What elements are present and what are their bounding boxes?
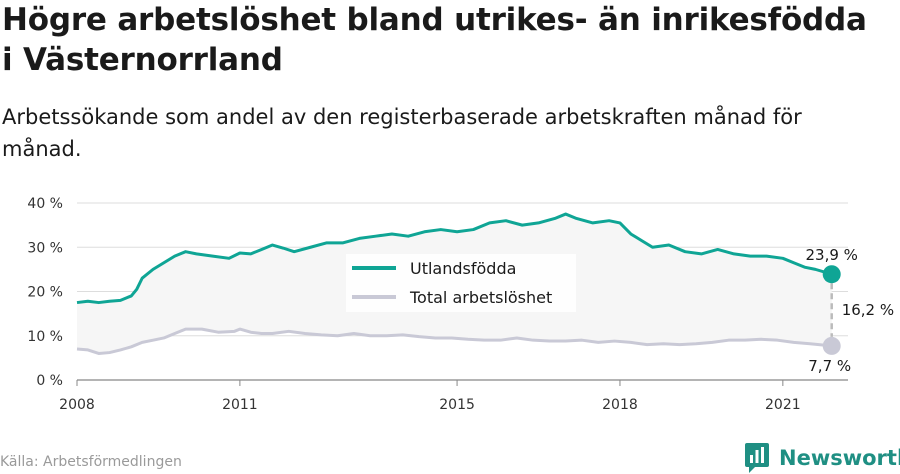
series-line-total: [76, 327, 832, 355]
x-tick-label: 2021: [765, 397, 801, 413]
series-line-utlandsfodda: [76, 212, 833, 305]
source-note: Källa: Arbetsförmedlingen: [0, 454, 182, 470]
x-tick-label: 2015: [439, 397, 475, 413]
x-tick-label: 2011: [222, 397, 258, 413]
y-tick-label: 30 %: [27, 240, 63, 256]
y-tick-label: 40 %: [27, 196, 63, 212]
end-point-total: [822, 336, 841, 355]
end-label-utlandsfodda: 23,9 %: [806, 246, 858, 264]
y-tick-label: 20 %: [27, 285, 63, 301]
brand-name: Newsworthy: [779, 446, 900, 470]
y-tick-label: 0 %: [36, 373, 63, 389]
newsworthy-logo-icon: [745, 443, 769, 473]
legend-label-utlandsfodda: Utlandsfödda: [410, 259, 516, 278]
legend-box: [346, 254, 576, 312]
y-tick-label: 10 %: [27, 329, 63, 345]
x-tick-label: 2018: [602, 397, 638, 413]
brand-logo: Newsworthy: [745, 443, 900, 473]
chart-subtitle: Arbetssökande som andel av den registerb…: [2, 105, 802, 161]
end-point-utlandsfodda: [822, 265, 841, 284]
legend-label-total: Total arbetslöshet: [409, 288, 552, 307]
end-label-total: 7,7 %: [808, 357, 851, 375]
chart-title: Högre arbetslöshet bland utrikes- än inr…: [2, 2, 867, 78]
gap-label: 16,2 %: [842, 301, 894, 319]
x-tick-label: 2008: [59, 397, 95, 413]
